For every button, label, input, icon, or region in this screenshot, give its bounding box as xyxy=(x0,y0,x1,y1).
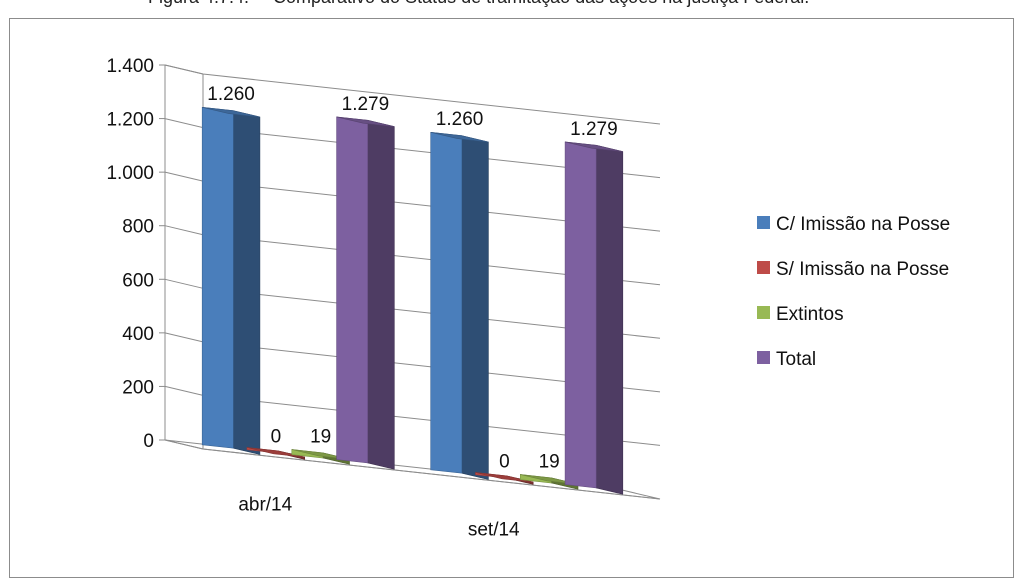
bar xyxy=(291,449,350,465)
bars xyxy=(201,106,624,495)
x-tick-label: abr/14 xyxy=(238,495,292,516)
bar-front xyxy=(564,141,597,489)
data-label: 1.279 xyxy=(342,94,390,115)
bar-side xyxy=(595,144,624,495)
gridline xyxy=(164,439,661,500)
legend-label: Extintos xyxy=(776,304,844,325)
caption-figure-number: Figura 4.7.4. xyxy=(148,0,249,8)
bar-top xyxy=(336,116,395,127)
y-axis-ticks: 0 200 400 600 800 1.000 1.200 1.400 xyxy=(106,56,165,452)
data-label: 1.260 xyxy=(207,84,255,105)
bar xyxy=(336,116,395,470)
bar-side xyxy=(461,135,489,480)
bar-front xyxy=(201,106,234,449)
y-tick-label: 800 xyxy=(122,217,154,238)
data-labels: 1.260 0 19 1.279 1.260 0 19 1.279 xyxy=(207,84,617,472)
x-axis-labels: abr/14 set/14 xyxy=(238,495,520,541)
legend-label: Total xyxy=(776,349,816,370)
legend-label: C/ Imissão na Posse xyxy=(776,214,950,235)
legend-swatch xyxy=(757,306,770,319)
bar xyxy=(564,141,624,495)
y-tick-label: 400 xyxy=(122,324,154,345)
figure-caption: Figura 4.7.4. Comparativo do Status de t… xyxy=(0,0,1015,11)
bar xyxy=(475,472,534,485)
bar-front xyxy=(430,131,463,474)
y-tick-label: 1.400 xyxy=(106,56,154,77)
y-tick-label: 0 xyxy=(143,431,154,452)
bar-side xyxy=(367,119,395,470)
x-tick-label: set/14 xyxy=(468,520,520,541)
data-label: 1.260 xyxy=(436,109,484,130)
data-label: 1.279 xyxy=(570,119,618,140)
legend-swatch xyxy=(757,261,770,274)
y-tick-label: 1.200 xyxy=(106,110,154,131)
bar-top xyxy=(475,472,534,483)
bar xyxy=(201,106,261,455)
data-label: 19 xyxy=(539,451,560,472)
legend: C/ Imissão na Posse S/ Imissão na Posse Ex… xyxy=(757,214,950,370)
legend-swatch xyxy=(757,351,770,364)
bar-top xyxy=(202,107,260,118)
bar xyxy=(430,131,489,480)
y-tick-label: 200 xyxy=(122,377,154,398)
data-label: 0 xyxy=(271,427,282,448)
caption-title: Comparativo do Status de tramitação das … xyxy=(273,0,809,8)
bar-top xyxy=(565,141,623,152)
bar-top xyxy=(246,447,305,458)
data-label: 0 xyxy=(499,452,510,473)
bar-top xyxy=(430,132,489,143)
bar-front xyxy=(336,116,369,464)
y-tick-label: 600 xyxy=(122,270,154,291)
gridline xyxy=(164,64,661,125)
data-label: 19 xyxy=(310,426,331,447)
legend-swatch xyxy=(757,216,770,229)
bar-side xyxy=(233,110,261,455)
legend-label: S/ Imissão na Posse xyxy=(776,259,949,280)
y-tick-label: 1.000 xyxy=(106,163,154,184)
bar xyxy=(246,447,306,460)
